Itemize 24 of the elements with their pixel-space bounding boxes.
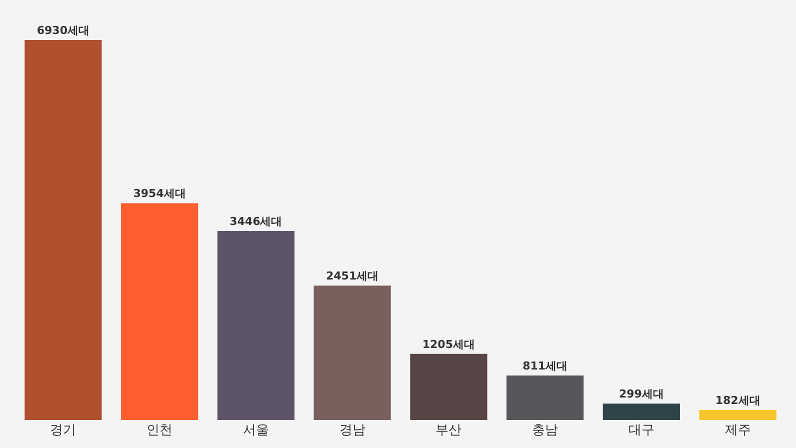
data-label: 1205세대 xyxy=(422,338,476,351)
data-label: 2451세대 xyxy=(326,270,379,283)
bar xyxy=(506,376,584,420)
x-tick-label: 충남 xyxy=(532,423,558,438)
data-label: 3954세대 xyxy=(133,187,186,200)
bar xyxy=(217,231,294,420)
bar xyxy=(314,286,391,420)
x-tick-label: 대구 xyxy=(628,423,654,438)
bar xyxy=(699,410,776,420)
x-tick-label: 인천 xyxy=(146,423,173,438)
data-label: 3446세대 xyxy=(230,215,282,228)
data-label: 182세대 xyxy=(715,394,760,408)
x-tick-label: 부산 xyxy=(436,423,462,438)
bar xyxy=(410,354,488,420)
data-label: 6930세대 xyxy=(36,24,90,37)
bar xyxy=(24,40,102,420)
x-tick-label: 경남 xyxy=(339,423,366,438)
bar xyxy=(602,404,680,420)
x-tick-label: 경기 xyxy=(50,423,76,438)
bar xyxy=(121,203,198,420)
data-label: 299세대 xyxy=(618,388,664,401)
x-tick-label: 제주 xyxy=(724,423,751,438)
data-label: 811세대 xyxy=(522,360,568,373)
x-tick-label: 서울 xyxy=(242,423,269,438)
